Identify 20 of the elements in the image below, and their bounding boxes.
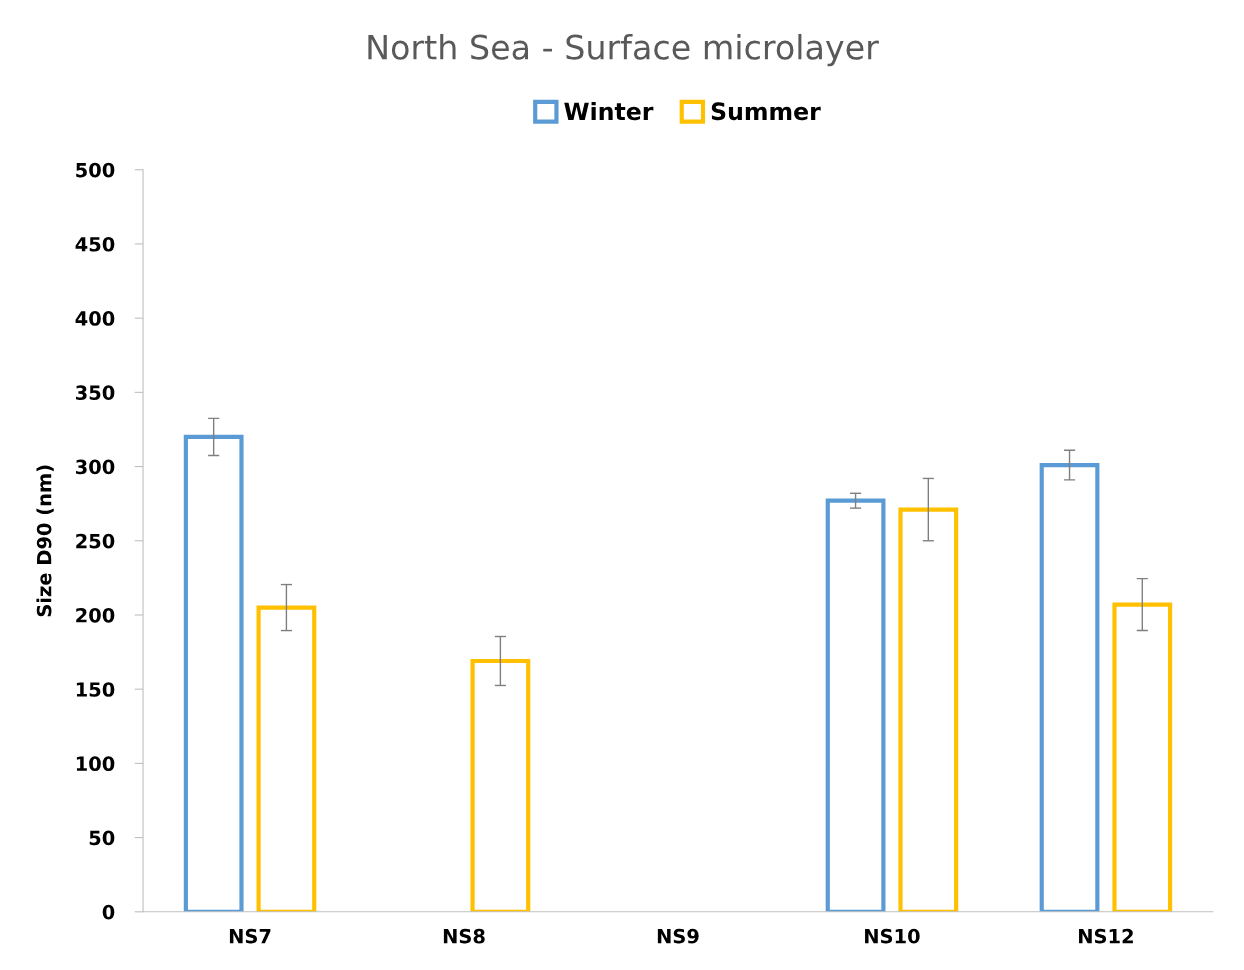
y-tick-label: 200 xyxy=(76,607,115,623)
y-tick-label: 250 xyxy=(76,533,115,549)
legend-label: Winter xyxy=(564,101,654,121)
y-tick-label: 400 xyxy=(75,311,115,326)
x-tick-label: NS8 xyxy=(443,928,485,944)
x-tick-label: NS10 xyxy=(865,928,920,944)
y-tick-label: 350 xyxy=(76,385,115,401)
y-tick-label: 0 xyxy=(102,904,115,920)
y-axis-title: Size D90 (nm) xyxy=(36,465,54,617)
y-tick-label: 300 xyxy=(76,459,115,475)
chart-title: North Sea - Surface microlayer xyxy=(368,33,879,67)
x-tick-label: NS9 xyxy=(657,928,699,944)
y-tick-label: 100 xyxy=(76,756,115,772)
y-tick-label: 150 xyxy=(76,682,115,697)
legend-label: Summer xyxy=(711,102,821,121)
x-tick-label: NS12 xyxy=(1079,928,1133,944)
y-tick-label: 50 xyxy=(89,830,115,846)
x-tick-label: NS7 xyxy=(229,928,271,944)
y-tick-label: 450 xyxy=(75,236,115,252)
y-tick-label: 500 xyxy=(76,162,115,178)
